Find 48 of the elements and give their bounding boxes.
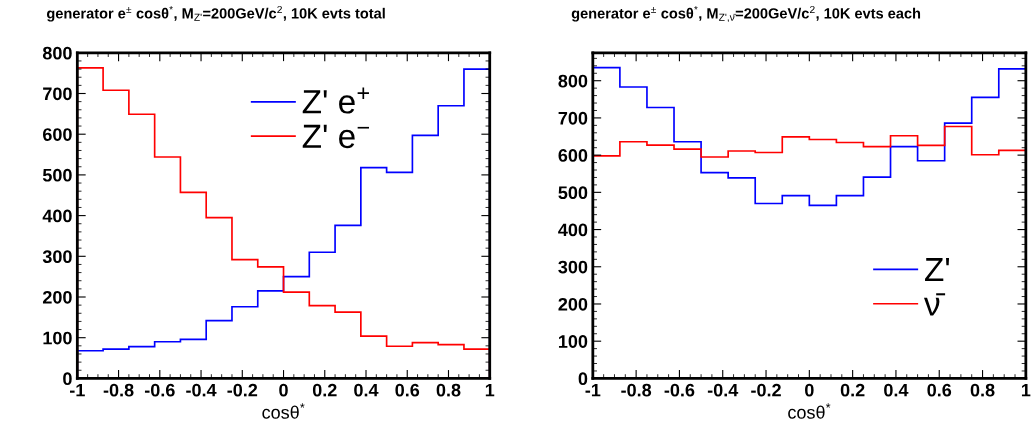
- x-tick-label: 0: [805, 383, 814, 397]
- chart-title: generator e$^{±}$ cosθ$^{*}$, M$_{Z'}$=200GeV/c$^{2}$, 10K evts total: [46, 5, 385, 22]
- legend-label: ν̄: [923, 293, 946, 316]
- y-tick-label: 800: [558, 74, 588, 88]
- legend-label: Z' e$^{+}$: [302, 87, 369, 114]
- y-tick-label: 500: [42, 168, 72, 182]
- y-tick-label: 200: [558, 297, 588, 311]
- y-tick-label: 600: [43, 128, 72, 141]
- y-tick-label: 400: [558, 223, 588, 237]
- legend-label: Z' e$^{−}$: [302, 124, 369, 149]
- x-tick-label: 0.8: [970, 383, 995, 397]
- y-tick-label: 600: [558, 149, 588, 162]
- x-tick-label: -0.4: [707, 383, 739, 397]
- y-tick-label: 700: [43, 87, 72, 101]
- x-axis-title: cosθ$^{*}$: [788, 403, 831, 419]
- x-tick-label: -1: [70, 383, 85, 397]
- x-tick-label: 0.8: [436, 383, 461, 397]
- x-tick-label: -0.2: [227, 383, 258, 397]
- x-tick-label: 0.4: [884, 383, 909, 397]
- y-tick-label: 100: [558, 335, 588, 348]
- y-tick-label: 0: [63, 372, 72, 386]
- y-tick-label: 200: [42, 290, 72, 304]
- y-tick-label: 100: [43, 331, 72, 345]
- x-tick-label: 0.6: [395, 383, 420, 397]
- y-tick-label: 500: [558, 186, 588, 200]
- y-tick-label: 300: [42, 250, 72, 264]
- x-tick-label: -0.6: [144, 383, 175, 397]
- legend-label: Z': [925, 258, 950, 282]
- y-tick-label: 300: [558, 260, 588, 274]
- x-tick-label: 1: [485, 383, 495, 397]
- x-tick-label: 0.6: [927, 383, 952, 397]
- x-tick-label: -0.4: [186, 383, 217, 397]
- x-tick-label: 1: [1021, 383, 1031, 397]
- x-tick-label: -0.2: [751, 383, 781, 397]
- x-axis-title: cosθ$^{*}$: [262, 403, 305, 419]
- y-tick-label: 0: [578, 372, 588, 386]
- x-tick-label: -0.6: [664, 383, 695, 397]
- x-tick-label: -0.8: [103, 383, 134, 397]
- x-tick-label: 0.4: [354, 383, 379, 397]
- y-tick-label: 700: [558, 111, 588, 125]
- chart-title: generator e$^{±}$ cosθ$^{*}$, M$_{Z',ν̄}$=200GeV/c$^{2}$, 10K evts each: [571, 5, 921, 23]
- x-tick-label: 0.2: [840, 383, 865, 397]
- x-tick-label: 0.2: [312, 383, 337, 397]
- x-tick-label: 0: [279, 383, 288, 397]
- x-tick-label: -0.8: [621, 383, 652, 397]
- x-tick-label: -1: [585, 383, 601, 397]
- y-tick-label: 800: [42, 46, 72, 60]
- y-tick-label: 400: [42, 209, 72, 223]
